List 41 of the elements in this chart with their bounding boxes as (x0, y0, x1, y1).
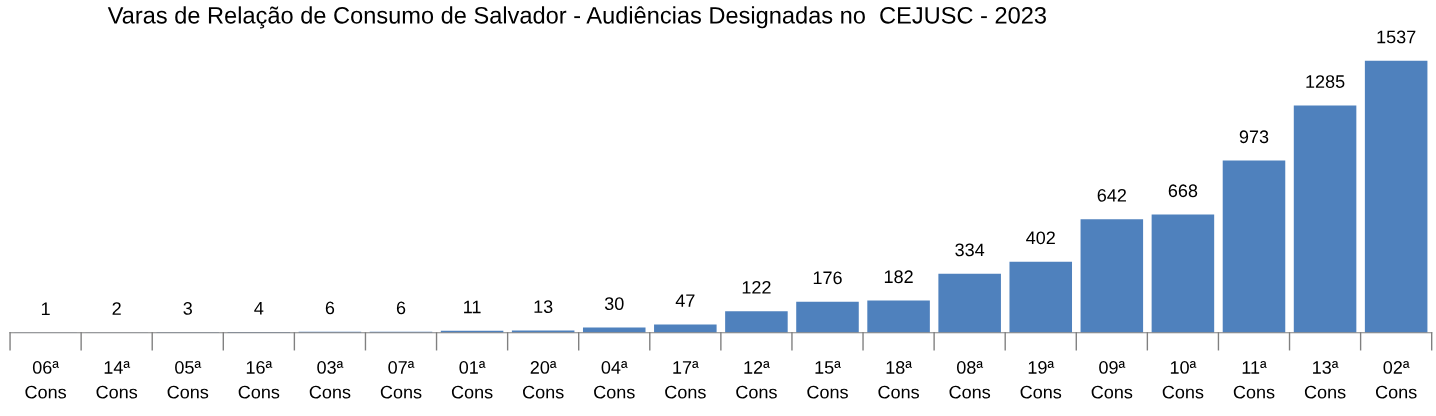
x-tick-label: 06ª Cons (25, 361, 67, 399)
x-tick-label: 14ª Cons (96, 361, 138, 399)
x-tick-label: 05ª Cons (167, 361, 209, 399)
x-tick-label: 01ª Cons (451, 361, 493, 399)
data-label: 4 (254, 302, 264, 315)
data-label: 122 (742, 280, 771, 294)
data-label: 182 (884, 270, 913, 284)
x-tick-label: 03ª Cons (309, 361, 351, 399)
x-tick-label: 09ª Cons (1091, 361, 1133, 399)
data-label: 1285 (1306, 75, 1345, 88)
data-label: 402 (1026, 231, 1055, 245)
data-label: 30 (604, 297, 624, 311)
data-label: 47 (675, 294, 695, 307)
x-tick-label: 02ª Cons (1375, 361, 1417, 399)
data-label: 13 (534, 300, 553, 314)
x-tick-label: 17ª Cons (665, 361, 706, 399)
data-label: 6 (396, 301, 406, 315)
data-label: 642 (1097, 188, 1126, 202)
x-tick-label: 19ª Cons (1020, 361, 1062, 399)
data-label: 2 (112, 302, 121, 315)
x-tick-label: 18ª Cons (878, 361, 919, 399)
x-tick-label: 04ª Cons (594, 361, 635, 399)
data-label: 1537 (1377, 30, 1416, 44)
data-label: 6 (325, 301, 335, 315)
data-label: 1 (41, 302, 50, 315)
data-label: 3 (183, 302, 192, 315)
data-label: 973 (1239, 130, 1269, 144)
x-tick-label: 08ª Cons (949, 361, 991, 399)
x-tick-label: 13ª Cons (1304, 361, 1346, 399)
x-tick-label: 15ª Cons (807, 361, 848, 399)
x-tick-label: 20ª Cons (523, 361, 564, 399)
x-tick-label: 10ª Cons (1162, 361, 1204, 399)
data-label: 334 (955, 243, 985, 257)
x-tick-label: 11ª Cons (1233, 361, 1275, 399)
data-label: 11 (464, 300, 481, 314)
x-tick-label: 07ª Cons (380, 361, 422, 399)
x-tick-label: 12ª Cons (736, 361, 777, 399)
x-tick-label: 16ª Cons (238, 361, 280, 399)
data-label: 176 (813, 271, 842, 285)
chart-title: Varas de Relação de Consumo de Salvador - Audiências Designadas no CEJUSC - 2023 (107, 6, 1046, 29)
data-label: 668 (1168, 184, 1198, 198)
